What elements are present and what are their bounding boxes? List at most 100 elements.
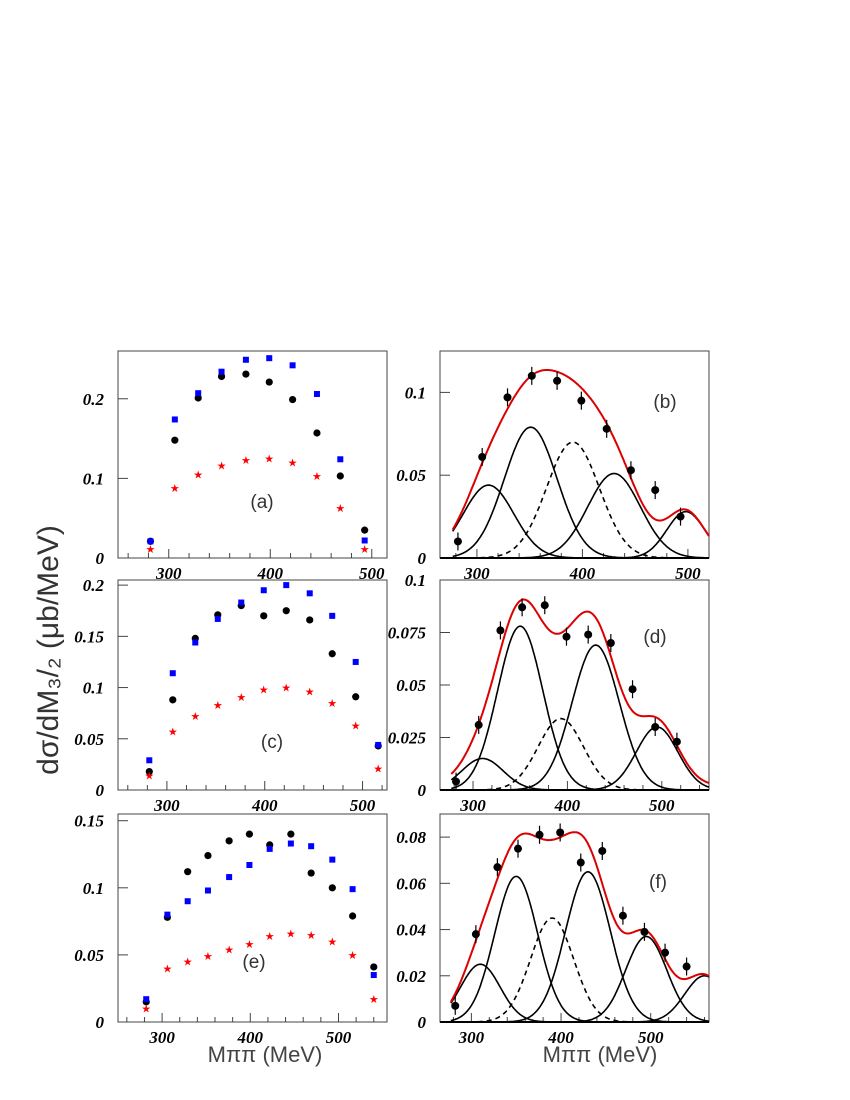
data-point-red: ★	[217, 461, 227, 473]
data-point	[503, 393, 512, 402]
data-point	[452, 777, 461, 786]
panel-label: (e)	[242, 952, 265, 973]
data-point	[577, 396, 586, 405]
data-point-blue	[260, 587, 267, 594]
data-point-blue	[361, 537, 368, 544]
x-axis-label-right: Mππ (MeV)	[543, 1042, 658, 1067]
component-curve-dashed	[451, 717, 709, 791]
data-point-blue	[169, 670, 176, 677]
data-point-red: ★	[170, 483, 180, 495]
data-point	[514, 844, 523, 853]
data-point	[651, 723, 660, 731]
data-point-red: ★	[281, 683, 291, 695]
data-point-black	[171, 436, 179, 444]
y-tick-label: 0.025	[388, 729, 427, 748]
data-point-black	[145, 767, 153, 776]
data-point-red: ★	[306, 930, 316, 942]
component-curve	[451, 726, 710, 791]
data-point-blue	[289, 362, 296, 369]
x-tick-label: 400	[251, 796, 278, 815]
data-point	[651, 486, 660, 495]
data-point-blue	[218, 368, 225, 375]
data-point-red: ★	[141, 1004, 151, 1016]
data-point	[493, 863, 502, 872]
data-point-blue	[370, 972, 377, 979]
data-point	[527, 371, 536, 380]
data-point-red: ★	[327, 936, 337, 948]
data-point	[628, 685, 637, 694]
data-point	[518, 603, 527, 612]
y-tick-label: 0.1	[83, 879, 104, 898]
y-tick-label: 0.05	[74, 730, 104, 749]
data-point-blue	[242, 356, 249, 363]
data-point	[474, 720, 483, 729]
data-point-blue	[306, 590, 313, 597]
data-point	[471, 930, 480, 939]
data-point-red: ★	[265, 931, 275, 943]
plot-frame	[117, 579, 388, 791]
data-point	[584, 630, 593, 639]
data-point-red: ★	[312, 471, 322, 483]
data-point-blue	[337, 456, 344, 463]
data-point-red: ★	[259, 685, 269, 697]
plot-frame	[117, 813, 388, 1023]
data-point-red: ★	[264, 453, 274, 465]
total-fit-curve	[449, 831, 710, 1003]
x-tick-label: 500	[649, 796, 675, 815]
plot-frame	[439, 813, 710, 1023]
y-tick-label: 0	[96, 1013, 105, 1032]
y-tick-label: 0.05	[74, 946, 104, 965]
data-point-blue	[313, 390, 320, 397]
data-point-black	[245, 830, 254, 838]
data-point-red: ★	[327, 698, 337, 710]
x-tick-label: 500	[359, 564, 385, 583]
y-tick-label: 0.05	[396, 466, 426, 485]
data-point-blue	[192, 639, 199, 646]
data-point	[556, 828, 565, 837]
component-curve-dashed	[452, 441, 709, 559]
data-point-red: ★	[146, 544, 156, 556]
data-point-red: ★	[360, 544, 370, 556]
x-tick-label: 300	[148, 1028, 175, 1047]
data-point-red: ★	[224, 945, 234, 957]
data-point-blue	[214, 615, 221, 622]
y-tick-label: 0.2	[83, 576, 105, 595]
data-point-red: ★	[213, 700, 223, 712]
data-point-black	[184, 868, 192, 876]
component-curve	[450, 963, 709, 1023]
data-point-blue	[238, 599, 245, 606]
data-point-black	[242, 370, 250, 378]
x-tick-label: 300	[459, 796, 486, 815]
total-fit-curve	[450, 598, 710, 784]
data-point-black	[328, 650, 336, 658]
data-point	[540, 601, 549, 610]
data-point	[602, 424, 611, 433]
data-point-blue	[329, 856, 336, 863]
data-point-blue	[226, 874, 233, 881]
panel-b: 300 400 500 0 0.05 0.1 (b)	[396, 350, 710, 583]
data-point-blue	[195, 390, 202, 397]
y-tick-label: 0.15	[74, 812, 104, 831]
data-point	[672, 737, 681, 746]
data-point-red: ★	[183, 957, 193, 969]
y-tick-label: 0.04	[396, 921, 426, 940]
y-tick-label: 0.02	[396, 967, 426, 986]
x-tick-label: 300	[155, 564, 182, 583]
data-point-red: ★	[286, 928, 296, 940]
y-tick-label: 0.2	[83, 390, 105, 409]
data-point-black	[306, 616, 314, 624]
data-point-red: ★	[373, 763, 383, 775]
data-point-blue	[329, 612, 336, 619]
x-tick-label: 400	[569, 564, 596, 583]
y-tick-label: 0.08	[396, 828, 426, 847]
data-point-red: ★	[236, 692, 246, 704]
data-point	[451, 1001, 460, 1010]
data-point-black	[204, 852, 212, 860]
data-point-black	[307, 869, 315, 877]
data-point-red: ★	[348, 950, 358, 962]
data-point-black	[349, 912, 357, 920]
data-point-black	[336, 472, 344, 480]
x-tick-label: 400	[237, 1028, 264, 1047]
